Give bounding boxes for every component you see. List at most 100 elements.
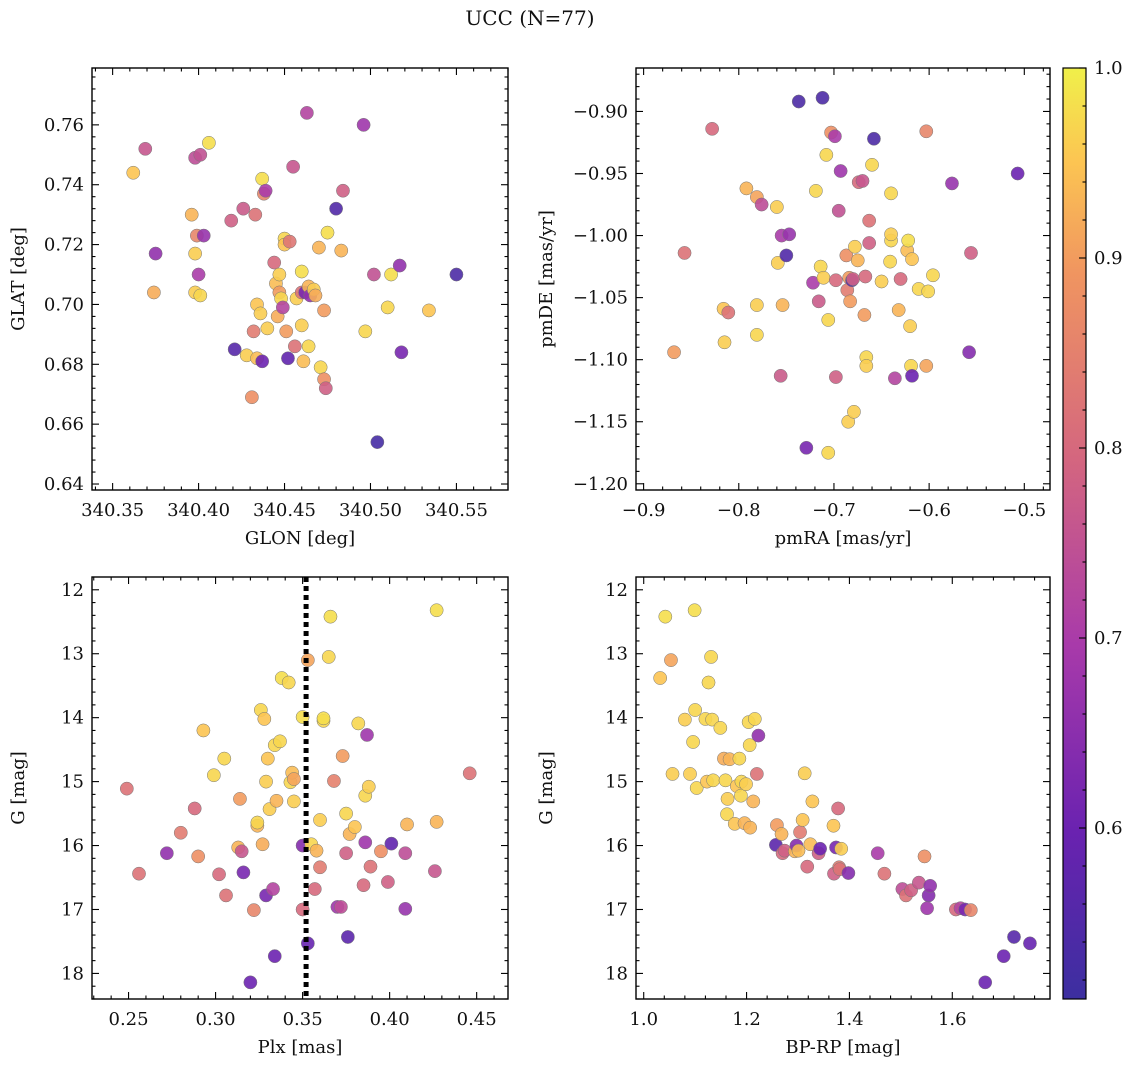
scatter-point [862, 213, 877, 228]
scatter-point [775, 298, 790, 312]
colorbar-tick-label: 0.9 [1094, 248, 1123, 269]
scatter-point [381, 875, 395, 889]
scatter-point [307, 882, 322, 896]
scatter-point [449, 267, 464, 282]
y-tick-label: 13 [605, 644, 628, 665]
y-tick-label: 0.74 [44, 175, 84, 196]
y-tick-label: 0.64 [44, 474, 84, 495]
scatter-point [797, 766, 812, 781]
y-axis-label: GLAT [deg] [8, 227, 29, 331]
scatter-point [720, 807, 734, 822]
points-group [126, 106, 464, 449]
x-tick-label: 0.40 [370, 1009, 410, 1030]
y-tick-label: 17 [605, 899, 628, 920]
scatter-point [187, 801, 202, 816]
scatter-point [791, 843, 806, 858]
scatter-point [903, 319, 917, 334]
y-tick-label: −0.95 [573, 164, 628, 185]
points-group [653, 603, 1037, 990]
colorbar-tick-label: 0.7 [1094, 628, 1123, 649]
scatter-point [248, 207, 263, 222]
x-axis-label: pmRA [mas/yr] [775, 528, 912, 549]
scatter-point [341, 930, 355, 944]
scatter-point [339, 846, 353, 861]
scatter-point [329, 201, 343, 216]
scatter-point [266, 882, 280, 896]
colorbar-tick-label: 1.0 [1094, 58, 1123, 79]
scatter-point [739, 181, 754, 196]
points-group [119, 603, 477, 990]
scatter-point [287, 794, 301, 809]
scatter-point [846, 272, 860, 286]
scatter-point [193, 288, 208, 303]
scatter-point [829, 370, 843, 384]
scatter-point [978, 975, 993, 990]
scatter-point [281, 675, 296, 690]
scatter-point [212, 867, 226, 882]
scatter-point [850, 253, 865, 268]
scatter-point [286, 159, 300, 174]
scatter-point [267, 255, 282, 270]
scatter-point [358, 324, 373, 339]
scatter-point [857, 308, 872, 322]
scatter-point [217, 751, 232, 766]
scatter-point [356, 118, 371, 132]
scatter-point [281, 351, 295, 366]
scatter-point [905, 252, 919, 266]
scatter-point [429, 603, 444, 618]
axes-frame [635, 67, 1051, 491]
scatter-point [888, 371, 902, 386]
x-tick-label: 1.0 [629, 1009, 658, 1030]
scatter-point [919, 124, 934, 139]
scatter-point [196, 228, 211, 243]
x-tick-label: 1.2 [732, 1009, 761, 1030]
scatter-point [773, 368, 788, 383]
scatter-point [920, 901, 934, 916]
scatter-point [734, 788, 748, 803]
scatter-point [705, 121, 719, 136]
scatter-point [742, 738, 757, 753]
scatter-point [717, 335, 732, 350]
scatter-point [686, 735, 700, 749]
scatter-point [855, 174, 870, 188]
y-axis-label: G [mag] [8, 751, 29, 824]
scatter-point [996, 949, 1011, 964]
axes-frame [635, 576, 1051, 1000]
y-tick-label: 14 [605, 708, 628, 729]
scatter-point [819, 148, 834, 162]
y-tick-label: 16 [605, 836, 628, 857]
scatter-point [245, 390, 259, 405]
y-axis-label: G [mag] [536, 751, 557, 824]
scatter-point [360, 728, 374, 742]
scatter-point [848, 239, 862, 254]
scatter-point [862, 236, 877, 250]
scatter-point [334, 243, 349, 258]
x-tick-label: −0.9 [622, 500, 666, 521]
scatter-point [701, 675, 716, 690]
scatter-point [678, 712, 692, 727]
scatter-point [793, 825, 807, 839]
x-tick-label: 0.30 [196, 1009, 236, 1030]
x-tick-label: −0.5 [1002, 500, 1046, 521]
scatter-point [374, 844, 388, 859]
colorbar-gradient [1062, 67, 1087, 1000]
scatter-point [422, 303, 436, 318]
scatter-point [428, 864, 442, 878]
scatter-point [782, 227, 797, 242]
y-tick-label: 13 [61, 644, 84, 665]
scatter-point [394, 345, 409, 360]
scatter-point [296, 354, 311, 369]
scatter-point [243, 975, 258, 990]
scatter-point [273, 734, 287, 749]
scatter-point [706, 773, 720, 788]
scatter-point [275, 300, 290, 315]
scatter-point [688, 703, 702, 717]
x-tick-label: −0.7 [812, 500, 856, 521]
scatter-point [816, 270, 831, 285]
x-tick-label: 340.45 [253, 500, 316, 521]
y-tick-label: −0.90 [573, 101, 628, 122]
scatter-point [323, 609, 338, 624]
scatter-point [870, 846, 885, 861]
scatter-point [739, 777, 753, 792]
scatter-point [841, 866, 856, 880]
